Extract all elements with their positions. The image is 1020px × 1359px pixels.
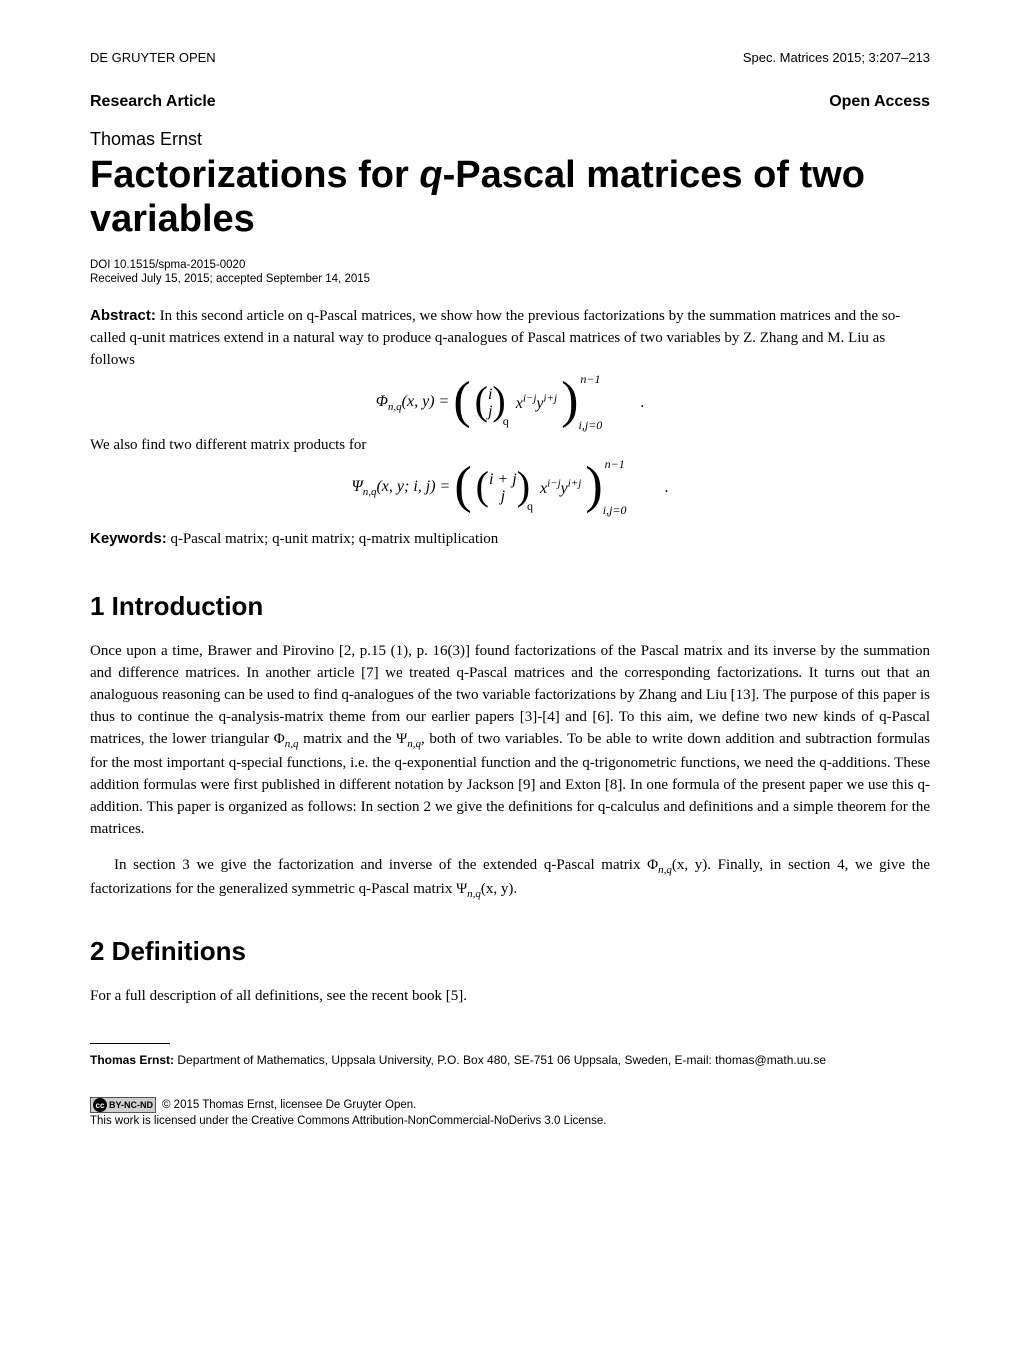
footnote-rule [90, 1043, 170, 1044]
abstract-label: Abstract: [90, 307, 156, 324]
equation-1: Φn,q(x, y) = ( (ij)q xi−jyi+j ) n−1 i,j=… [90, 386, 930, 421]
cc-logo-icon: cc [93, 1098, 107, 1112]
eq1-binom: (ij)q [475, 386, 512, 421]
eq2-fn: Ψ [351, 478, 362, 495]
eq1-outer-sub: i,j=0 [579, 418, 603, 432]
journal-header: DE GRUYTER OPEN Spec. Matrices 2015; 3:2… [90, 50, 930, 65]
eq1-tail: . [640, 394, 644, 411]
equation-2: Ψn,q(x, y; i, j) = ( (i + jj)q xi−jyi+j … [90, 471, 930, 506]
eq2-binom-top: i + j [489, 471, 517, 488]
eq2-tail: . [665, 479, 669, 496]
post-eq1-text: We also find two different matrix produc… [90, 435, 930, 457]
cc-badge-icon: ccBY-NC-ND [90, 1097, 156, 1113]
journal-reference: Spec. Matrices 2015; 3:207–213 [743, 50, 930, 65]
eq2-binom: (i + jj)q [476, 471, 536, 506]
eq1-xy: xi−jyi+j [516, 395, 561, 412]
abstract-text: In this second article on q-Pascal matri… [90, 308, 900, 368]
article-type-row: Research Article Open Access [90, 93, 930, 111]
author-name: Thomas Ernst [90, 129, 930, 150]
eq2-binom-q: q [527, 499, 533, 513]
eq2-fn-sub: n,q [363, 486, 377, 498]
keywords-text: q-Pascal matrix; q-unit matrix; q-matrix… [167, 531, 499, 547]
eq1-fn: Φ [376, 393, 388, 410]
eq1-fn-sub: n,q [388, 401, 402, 413]
article-title: Factorizations for q-Pascal matrices of … [90, 154, 930, 241]
article-dates: Received July 15, 2015; accepted Septemb… [90, 273, 930, 285]
license-line-1: © 2015 Thomas Ernst, licensee De Gruyter… [162, 1099, 416, 1111]
article-type-label: Research Article [90, 93, 216, 111]
publisher-name: DE GRUYTER OPEN [90, 50, 216, 65]
eq2-outer-sub: i,j=0 [603, 503, 627, 517]
author-affiliation: Thomas Ernst: Department of Mathematics,… [90, 1052, 930, 1069]
cc-badge-text: BY-NC-ND [109, 1100, 153, 1110]
keywords-label: Keywords: [90, 530, 167, 547]
license-line-2: This work is licensed under the Creative… [90, 1115, 930, 1127]
section-1-heading: 1 Introduction [90, 591, 930, 622]
eq1-binom-q: q [503, 414, 509, 428]
eq2-xy: xi−jyi+j [540, 480, 585, 497]
affil-name: Thomas Ernst: [90, 1053, 174, 1067]
eq2-binom-bot: j [501, 488, 505, 505]
keywords: Keywords: q-Pascal matrix; q-unit matrix… [90, 528, 930, 551]
eq2-args: (x, y; i, j) = [376, 478, 454, 495]
section-2-p1: For a full description of all definition… [90, 985, 930, 1007]
section-2-heading: 2 Definitions [90, 936, 930, 967]
section-1-p2: In section 3 we give the factorization a… [90, 854, 930, 902]
eq1-outer-sup: n−1 [580, 372, 600, 386]
section-1-p1: Once upon a time, Brawer and Pirovino [2… [90, 640, 930, 841]
license-row: ccBY-NC-ND © 2015 Thomas Ernst, licensee… [90, 1097, 930, 1113]
abstract: Abstract: In this second article on q-Pa… [90, 305, 930, 371]
affil-text: Department of Mathematics, Uppsala Unive… [174, 1053, 826, 1067]
open-access-label: Open Access [829, 93, 930, 111]
doi: DOI 10.1515/spma-2015-0020 [90, 259, 930, 271]
eq2-outer-sup: n−1 [605, 457, 625, 471]
eq1-args: (x, y) = [402, 393, 454, 410]
